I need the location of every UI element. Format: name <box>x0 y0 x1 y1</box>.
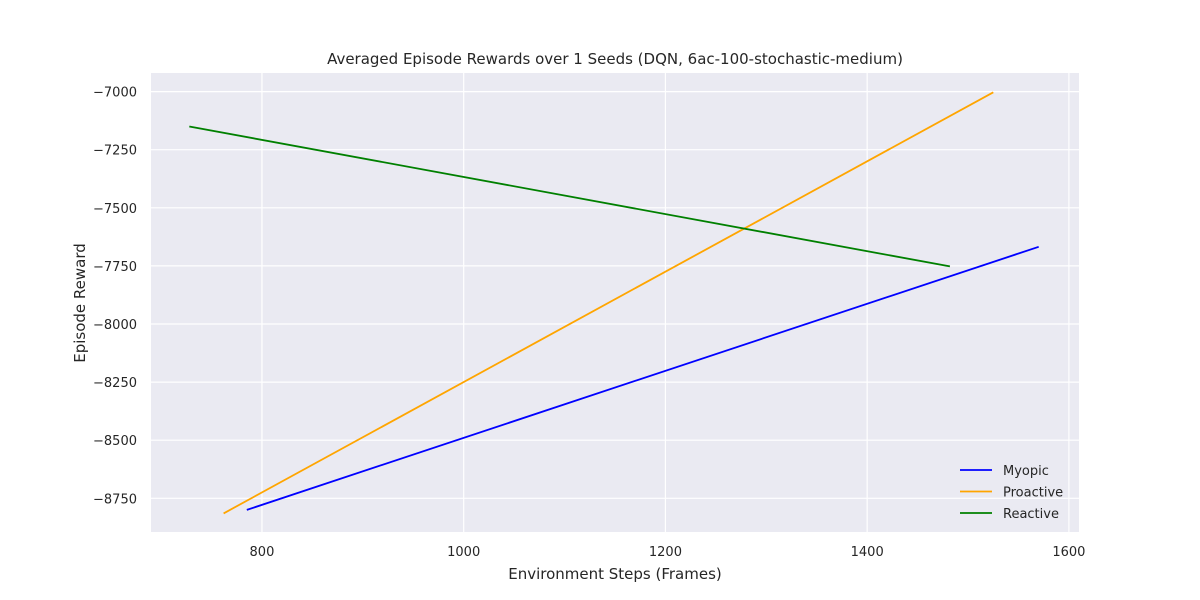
y-tick-label: −7000 <box>93 86 137 101</box>
y-axis-label: Episode Reward <box>71 243 89 363</box>
legend-label-proactive: Proactive <box>1003 486 1063 501</box>
y-tick-label: −8250 <box>93 376 137 391</box>
legend-label-myopic: Myopic <box>1003 464 1049 479</box>
chart-title: Averaged Episode Rewards over 1 Seeds (D… <box>327 50 903 68</box>
y-tick-labels: −7000 −7250 −7500 −7750 −8000 −8250 −8500 −8750 <box>93 86 137 508</box>
x-tick-label: 1600 <box>1052 545 1085 560</box>
x-tick-label: 1400 <box>851 545 884 560</box>
series-line-reactive <box>189 125 951 268</box>
x-tick-label: 1200 <box>649 545 682 560</box>
x-tick-labels: 800 1000 1200 1400 1600 <box>250 545 1086 560</box>
y-tick-label: −7250 <box>93 144 137 159</box>
plot-area <box>151 73 1079 532</box>
x-tick-label: 800 <box>250 545 275 560</box>
legend-label-reactive: Reactive <box>1003 507 1059 522</box>
x-tick-label: 1000 <box>447 545 480 560</box>
grid-lines <box>151 73 1079 532</box>
x-axis-label: Environment Steps (Frames) <box>508 565 722 583</box>
y-tick-label: −7500 <box>93 202 137 217</box>
series-lines <box>189 91 1039 515</box>
y-tick-label: −8500 <box>93 434 137 449</box>
series-line-proactive <box>223 91 994 515</box>
y-tick-label: −7750 <box>93 260 137 275</box>
series-line-myopic <box>246 245 1039 511</box>
y-tick-label: −8750 <box>93 492 137 507</box>
y-tick-label: −8000 <box>93 318 137 333</box>
legend: Myopic Proactive Reactive <box>960 464 1063 522</box>
